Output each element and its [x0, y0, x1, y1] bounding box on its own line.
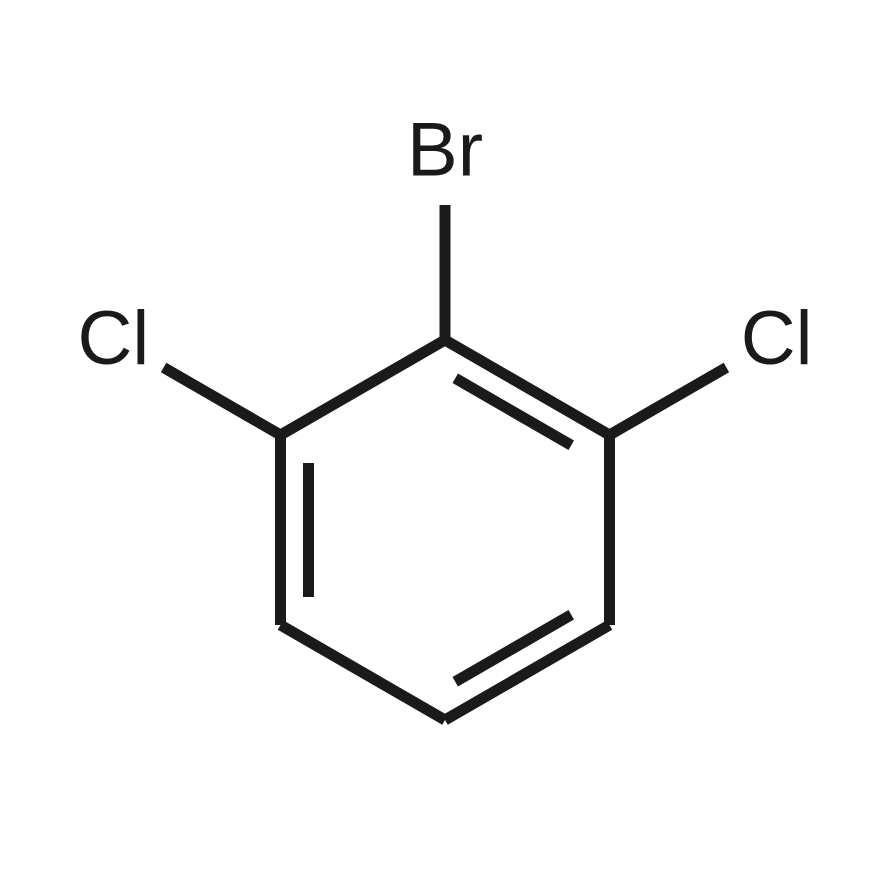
atom-label-cl: Cl — [77, 296, 149, 381]
benzene-ring — [281, 340, 610, 720]
chemical-structure-svg: Br Cl Cl — [0, 0, 890, 890]
substituent-bond — [610, 368, 727, 436]
substituent-bond — [164, 368, 281, 436]
substituents — [164, 205, 727, 435]
atom-label-cl: Cl — [741, 296, 813, 381]
ring-bond — [281, 625, 446, 720]
atom-label-br: Br — [407, 108, 483, 193]
ring-double-bond — [455, 615, 571, 682]
ring-double-bond — [455, 378, 571, 445]
ring-bond — [281, 340, 446, 435]
